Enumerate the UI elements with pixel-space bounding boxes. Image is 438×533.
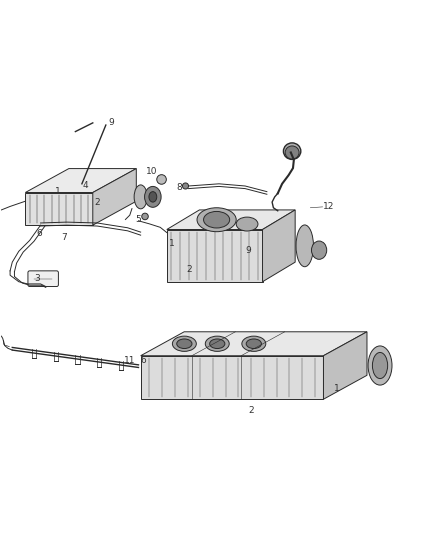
Text: 1: 1 [55, 187, 61, 196]
Ellipse shape [311, 241, 327, 260]
Ellipse shape [183, 183, 188, 189]
Ellipse shape [197, 208, 236, 232]
Ellipse shape [246, 339, 261, 349]
Text: 11: 11 [124, 356, 135, 365]
Ellipse shape [134, 185, 147, 209]
Ellipse shape [372, 352, 388, 378]
Text: 7: 7 [62, 233, 67, 242]
Polygon shape [25, 192, 93, 225]
Text: 5: 5 [136, 215, 141, 224]
Ellipse shape [142, 213, 148, 220]
Text: 6: 6 [37, 229, 42, 238]
Text: 1: 1 [169, 239, 175, 248]
Ellipse shape [177, 339, 192, 349]
Polygon shape [167, 230, 262, 282]
Ellipse shape [242, 336, 266, 351]
Ellipse shape [204, 212, 230, 228]
Polygon shape [93, 168, 136, 225]
Ellipse shape [145, 187, 161, 207]
Polygon shape [141, 332, 367, 356]
Ellipse shape [285, 146, 299, 159]
FancyBboxPatch shape [28, 271, 58, 287]
Polygon shape [25, 168, 136, 192]
Text: 3: 3 [34, 274, 40, 283]
Text: 2: 2 [187, 265, 192, 274]
Polygon shape [167, 210, 295, 230]
Polygon shape [262, 210, 295, 282]
Text: 1: 1 [334, 384, 339, 393]
Ellipse shape [157, 175, 166, 184]
Ellipse shape [210, 339, 225, 349]
Text: 9: 9 [246, 246, 251, 255]
Text: 6: 6 [140, 356, 146, 365]
Text: 12: 12 [322, 203, 334, 212]
Ellipse shape [296, 225, 314, 266]
Text: 4: 4 [82, 181, 88, 190]
Text: 8: 8 [176, 183, 182, 192]
Ellipse shape [283, 143, 301, 159]
Text: 10: 10 [146, 167, 157, 176]
Ellipse shape [236, 217, 258, 231]
Text: 2: 2 [94, 198, 100, 207]
Ellipse shape [173, 336, 196, 351]
Polygon shape [141, 356, 323, 399]
Ellipse shape [149, 192, 157, 202]
Text: 2: 2 [249, 407, 254, 416]
Text: 9: 9 [108, 117, 114, 126]
Ellipse shape [368, 346, 392, 385]
Polygon shape [323, 332, 367, 399]
Ellipse shape [205, 336, 229, 351]
